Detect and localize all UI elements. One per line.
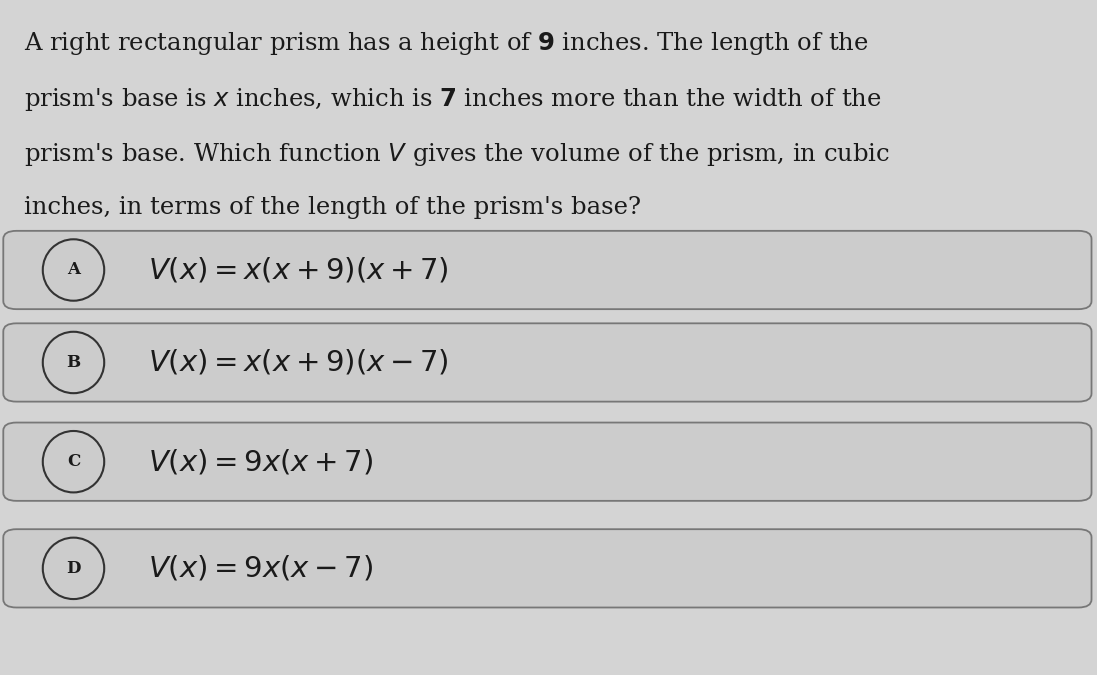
Ellipse shape	[43, 331, 104, 394]
FancyBboxPatch shape	[3, 529, 1092, 608]
Text: $V(x) = x(x + 9)(x + 7)$: $V(x) = x(x + 9)(x + 7)$	[148, 256, 449, 284]
Text: D: D	[66, 560, 81, 577]
FancyBboxPatch shape	[3, 231, 1092, 309]
FancyBboxPatch shape	[3, 323, 1092, 402]
FancyBboxPatch shape	[3, 423, 1092, 501]
Text: $V(x) = 9x(x + 7)$: $V(x) = 9x(x + 7)$	[148, 448, 373, 476]
Text: A right rectangular prism has a height of $\mathbf{9}$ inches. The length of the: A right rectangular prism has a height o…	[24, 30, 869, 57]
Text: inches, in terms of the length of the prism's base?: inches, in terms of the length of the pr…	[24, 196, 641, 219]
Text: C: C	[67, 453, 80, 470]
Text: prism's base. Which function $V$ gives the volume of the prism, in cubic: prism's base. Which function $V$ gives t…	[24, 141, 891, 168]
Text: B: B	[67, 354, 80, 371]
Ellipse shape	[43, 537, 104, 599]
Text: $V(x) = x(x + 9)(x - 7)$: $V(x) = x(x + 9)(x - 7)$	[148, 348, 449, 377]
Text: A: A	[67, 261, 80, 279]
Ellipse shape	[43, 239, 104, 301]
Text: prism's base is $x$ inches, which is $\mathbf{7}$ inches more than the width of : prism's base is $x$ inches, which is $\m…	[24, 86, 882, 113]
Text: $V(x) = 9x(x - 7)$: $V(x) = 9x(x - 7)$	[148, 554, 373, 583]
Ellipse shape	[43, 431, 104, 493]
